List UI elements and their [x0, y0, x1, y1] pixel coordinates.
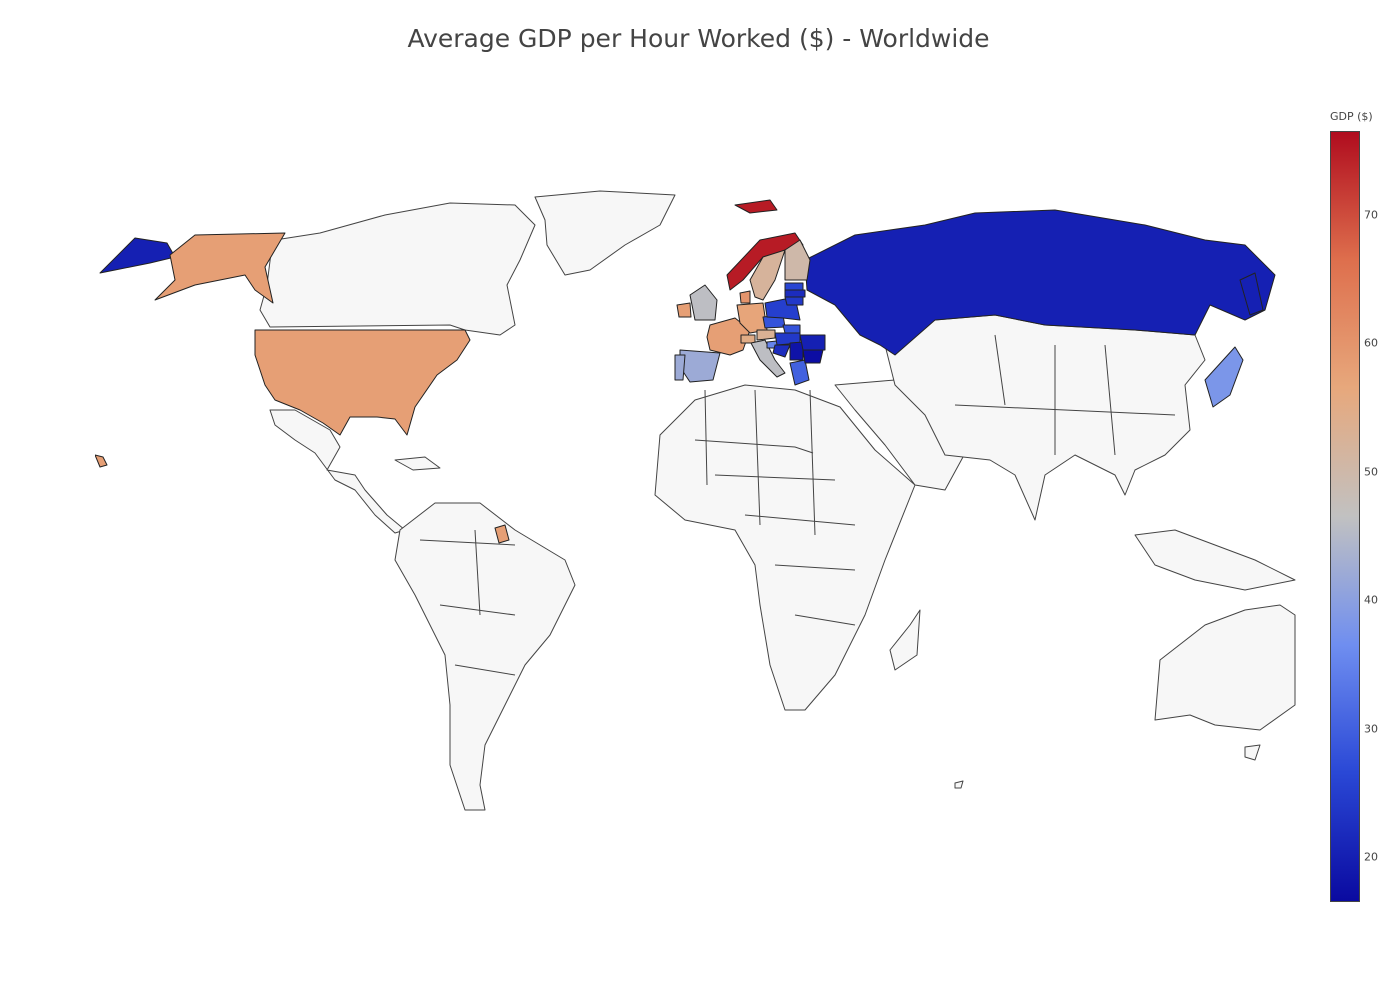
country-serbia — [789, 341, 804, 361]
land-madagascar — [889, 609, 921, 671]
country-bulgaria — [802, 349, 824, 364]
country-finland — [784, 239, 811, 281]
land-africa — [654, 384, 916, 711]
country-austria — [756, 329, 776, 341]
country-denmark — [739, 290, 751, 304]
country-slovakia — [782, 324, 801, 334]
chart-title: Average GDP per Hour Worked ($) - Worldw… — [407, 24, 990, 53]
country-uk — [689, 284, 718, 321]
land-indonesia — [1134, 529, 1296, 591]
land-south-america — [394, 502, 576, 811]
colorbar-tick: 20 — [1364, 850, 1378, 864]
country-russia — [804, 209, 1276, 356]
land-tasmania — [1244, 744, 1261, 761]
country-japan — [1204, 346, 1244, 408]
colorbar-title: GDP ($) — [1330, 110, 1373, 123]
country-usa — [254, 329, 471, 436]
country-russia-east — [1239, 272, 1264, 316]
country-romania — [799, 334, 826, 351]
country-borders — [419, 334, 1176, 676]
country-estonia — [784, 282, 804, 291]
country-usa-alaska — [154, 232, 286, 304]
country-hawaii — [95, 454, 108, 468]
country-svalbard — [734, 199, 778, 214]
land-nz — [954, 780, 964, 789]
country-france — [706, 317, 751, 356]
land-canada — [259, 202, 536, 336]
country-spain — [679, 349, 721, 383]
land-asia — [884, 314, 1206, 521]
country-latvia — [784, 289, 806, 298]
colorbar-gradient — [1330, 131, 1360, 902]
country-italy — [750, 339, 786, 378]
colorbar-tick: 50 — [1364, 465, 1378, 479]
colorbar-tick: 70 — [1364, 208, 1378, 222]
colorbar-tick: 60 — [1364, 336, 1378, 350]
country-sweden — [749, 249, 786, 301]
country-portugal — [674, 354, 686, 381]
data-countries — [95, 199, 1276, 544]
land-greenland — [534, 190, 676, 276]
country-lithuania — [784, 296, 804, 306]
land-caribbean — [394, 456, 441, 471]
land-australia — [1154, 604, 1296, 731]
country-greece — [789, 359, 810, 386]
country-croatia — [772, 344, 791, 358]
country-switzerland — [740, 334, 756, 344]
world-map — [95, 190, 1296, 811]
base-land — [259, 190, 1296, 811]
country-alaska-west — [99, 237, 176, 274]
colorbar-tick: 30 — [1364, 722, 1378, 736]
country-french-guiana — [494, 524, 510, 544]
country-ireland — [676, 302, 692, 318]
colorbar-tick: 40 — [1364, 593, 1378, 607]
